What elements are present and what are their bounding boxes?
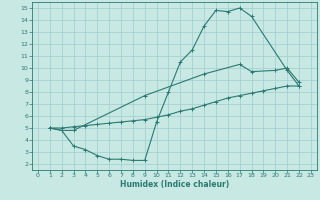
X-axis label: Humidex (Indice chaleur): Humidex (Indice chaleur) — [120, 180, 229, 189]
